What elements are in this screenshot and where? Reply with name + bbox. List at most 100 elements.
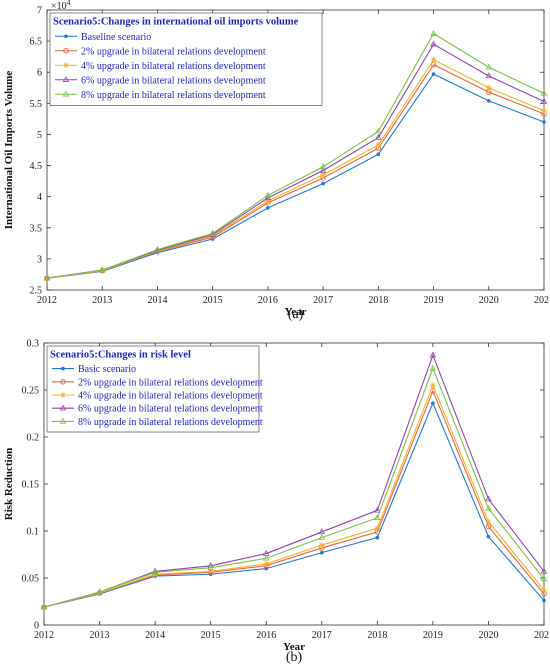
y-tick-label: 3.5	[30, 223, 43, 234]
x-tick-label: 2017	[313, 295, 333, 306]
y-tick-label: 0.2	[27, 433, 40, 444]
legend: Scenario5:Changes in international oil i…	[49, 12, 323, 106]
data-point	[262, 554, 270, 561]
x-tick-label: 2014	[145, 630, 165, 641]
legend-swatch-marker	[62, 76, 70, 82]
data-point	[540, 575, 548, 582]
y-tick-label: 6	[37, 68, 42, 79]
data-point	[485, 504, 492, 511]
x-tick-label: 2013	[90, 630, 110, 641]
legend-box	[46, 345, 260, 433]
figure-caption: (a)	[288, 307, 304, 322]
y-tick-label: 7	[37, 6, 42, 17]
legend-swatch-marker	[59, 404, 67, 411]
data-point	[375, 127, 382, 134]
legend-swatch-marker	[59, 417, 67, 424]
x-axis-title: Year	[283, 641, 305, 653]
data-point	[376, 152, 381, 157]
x-tick-label: 2014	[147, 295, 167, 306]
data-point	[486, 534, 491, 539]
data-point	[429, 351, 437, 358]
series-line	[43, 366, 545, 608]
x-tick-label: 2021	[534, 630, 550, 641]
data-point	[318, 528, 326, 535]
data-point	[375, 535, 380, 540]
data-point	[209, 229, 216, 236]
x-tick-label: 2021	[534, 295, 550, 306]
chart-b: 2012 2013 2014 2015 2016 2017 2018 2019 2020 2021…	[3, 339, 550, 666]
legend-entry: 4% upgrade in bilateral relations develo…	[78, 391, 263, 402]
legend-entry: Baseline scenario	[81, 32, 151, 43]
y-tick-label: 4	[37, 192, 42, 203]
figure-caption: (b)	[286, 650, 303, 665]
data-point	[320, 171, 327, 178]
data-point	[319, 550, 324, 555]
legend-title: Scenario5:Changes in risk level	[50, 350, 191, 361]
x-tick-label: 2016	[256, 630, 276, 641]
data-point	[96, 588, 103, 595]
y-tick-label: 0	[34, 621, 39, 632]
data-point	[486, 99, 491, 103]
data-point	[540, 89, 548, 96]
legend: Scenario5:Changes in risk level Basic sce…	[46, 345, 263, 433]
data-point	[99, 267, 106, 274]
data-point	[540, 567, 548, 574]
legend-entry: 2% upgrade in bilateral relations develo…	[81, 46, 266, 57]
data-point	[541, 587, 547, 594]
series-4	[43, 30, 548, 281]
y-tick-label: 0.05	[22, 574, 40, 585]
data-point	[485, 84, 492, 91]
x-tick-label: 2015	[203, 295, 223, 306]
y-tick-label: 0.1	[27, 527, 40, 538]
x-tick-label: 2019	[424, 295, 444, 306]
data-point	[430, 40, 437, 47]
y-tick-label: 0.25	[22, 386, 40, 397]
data-point	[375, 142, 382, 149]
data-point	[541, 107, 547, 114]
series-line	[46, 32, 545, 279]
legend-swatch-marker	[60, 392, 66, 398]
series-2	[44, 56, 547, 282]
series-line	[46, 59, 545, 279]
series-4	[40, 364, 548, 610]
legend-swatch-marker	[62, 90, 70, 97]
y-tick-label: 5.5	[30, 99, 43, 110]
x-tick-label: 2017	[312, 630, 332, 641]
data-point	[431, 401, 435, 405]
data-point	[154, 247, 161, 254]
data-point	[264, 191, 272, 198]
data-point	[430, 56, 437, 63]
legend-box	[49, 12, 323, 106]
data-point	[98, 266, 106, 273]
series-line	[43, 383, 545, 608]
data-point	[429, 364, 437, 371]
chart-a: 2012 2013 2014 2015 2016 2017 2018 2019 2020 2021…	[3, 0, 550, 322]
legend-entry: 2% upgrade in bilateral relations develo…	[78, 377, 263, 388]
legend-title: Scenario5:Changes in international oil i…	[53, 17, 299, 28]
data-point	[207, 564, 214, 570]
y-tick-label: 2.5	[30, 286, 43, 297]
legend-entry: 6% upgrade in bilateral relations develo…	[81, 75, 266, 86]
data-point	[154, 245, 161, 252]
x-tick-label: 2018	[368, 295, 388, 306]
data-point	[43, 274, 51, 281]
legend-swatch-marker	[60, 379, 66, 385]
data-point	[96, 590, 103, 597]
series-line	[46, 73, 545, 279]
y-tick-label: 0.3	[27, 339, 40, 350]
data-point	[318, 533, 326, 540]
series-0	[42, 401, 546, 609]
y-axis-title: International Oil Imports Volume	[3, 71, 15, 230]
data-point	[429, 382, 436, 389]
data-point	[151, 568, 159, 575]
y-tick-label: 3	[37, 254, 42, 265]
data-point	[430, 30, 437, 36]
x-axis-title: Year	[285, 306, 307, 318]
y-tick-label: 6.5	[30, 37, 43, 48]
data-point	[319, 163, 327, 169]
legend-entry: 4% upgrade in bilateral relations develo…	[81, 61, 266, 72]
x-tick-label: 2012	[37, 295, 57, 306]
data-point	[209, 232, 216, 239]
x-tick-label: 2016	[258, 295, 278, 306]
